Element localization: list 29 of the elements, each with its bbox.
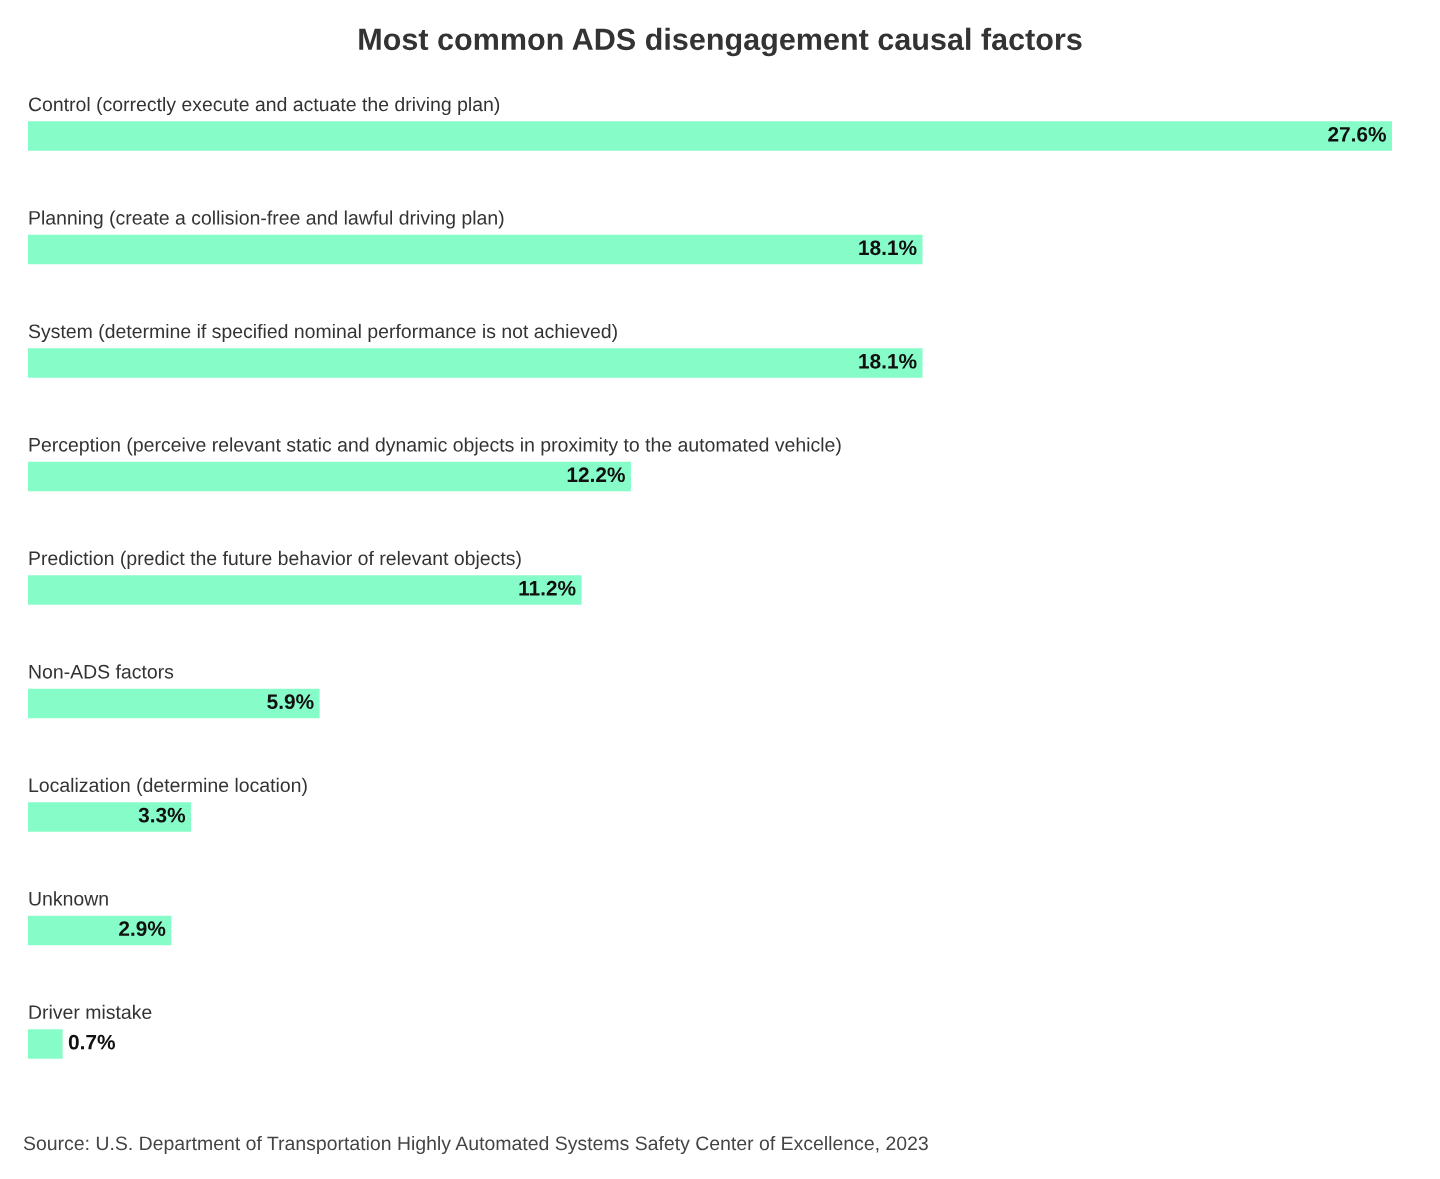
y-tick-label: Non-ADS factors bbox=[29, 664, 174, 679]
y-tick-label: Control (correctly execute and actuate the driving plan) bbox=[28, 96, 500, 116]
y-tick-label: Prediction (predict the future behavior of relevant objects) bbox=[29, 550, 521, 569]
bar bbox=[28, 348, 923, 378]
data-label: 0.7% bbox=[68, 1034, 115, 1050]
bar bbox=[28, 121, 1392, 151]
y-tick-label: Planning (create a collision-free and lawful driving plan) bbox=[29, 210, 504, 229]
data-label: 3.3% bbox=[138, 807, 186, 823]
bar bbox=[28, 575, 582, 605]
data-label: 12.2% bbox=[567, 467, 625, 483]
data-label: 11.2% bbox=[519, 580, 576, 596]
y-tick-label: Perception (perceive relevant static and dynamic objects in proximity to the automated vehicle) bbox=[29, 437, 841, 456]
bar bbox=[28, 461, 631, 492]
data-label: 27.6% bbox=[1328, 126, 1386, 142]
bar bbox=[28, 688, 320, 719]
data-label: 5.9% bbox=[267, 694, 314, 710]
bar bbox=[28, 1029, 63, 1059]
source-note: Source: U.S. Department of Transportation Highly Automated Systems Safety Center of Excellence, 2023 bbox=[23, 1135, 928, 1155]
y-tick-label: System (determine if specified nominal performance is not achieved) bbox=[28, 323, 617, 343]
bar bbox=[28, 234, 923, 265]
y-tick-label: Driver mistake bbox=[29, 1004, 152, 1020]
chart-title: Most common ADS disengagement causal factors bbox=[359, 27, 1082, 57]
y-tick-label: Localization (determine location) bbox=[29, 777, 307, 796]
data-label: 18.1% bbox=[859, 240, 917, 256]
bar bbox=[28, 915, 172, 946]
y-tick-label: Unknown bbox=[29, 891, 108, 906]
bar bbox=[28, 802, 192, 832]
data-label: 18.1% bbox=[859, 353, 917, 369]
data-label: 2.9% bbox=[119, 921, 166, 937]
